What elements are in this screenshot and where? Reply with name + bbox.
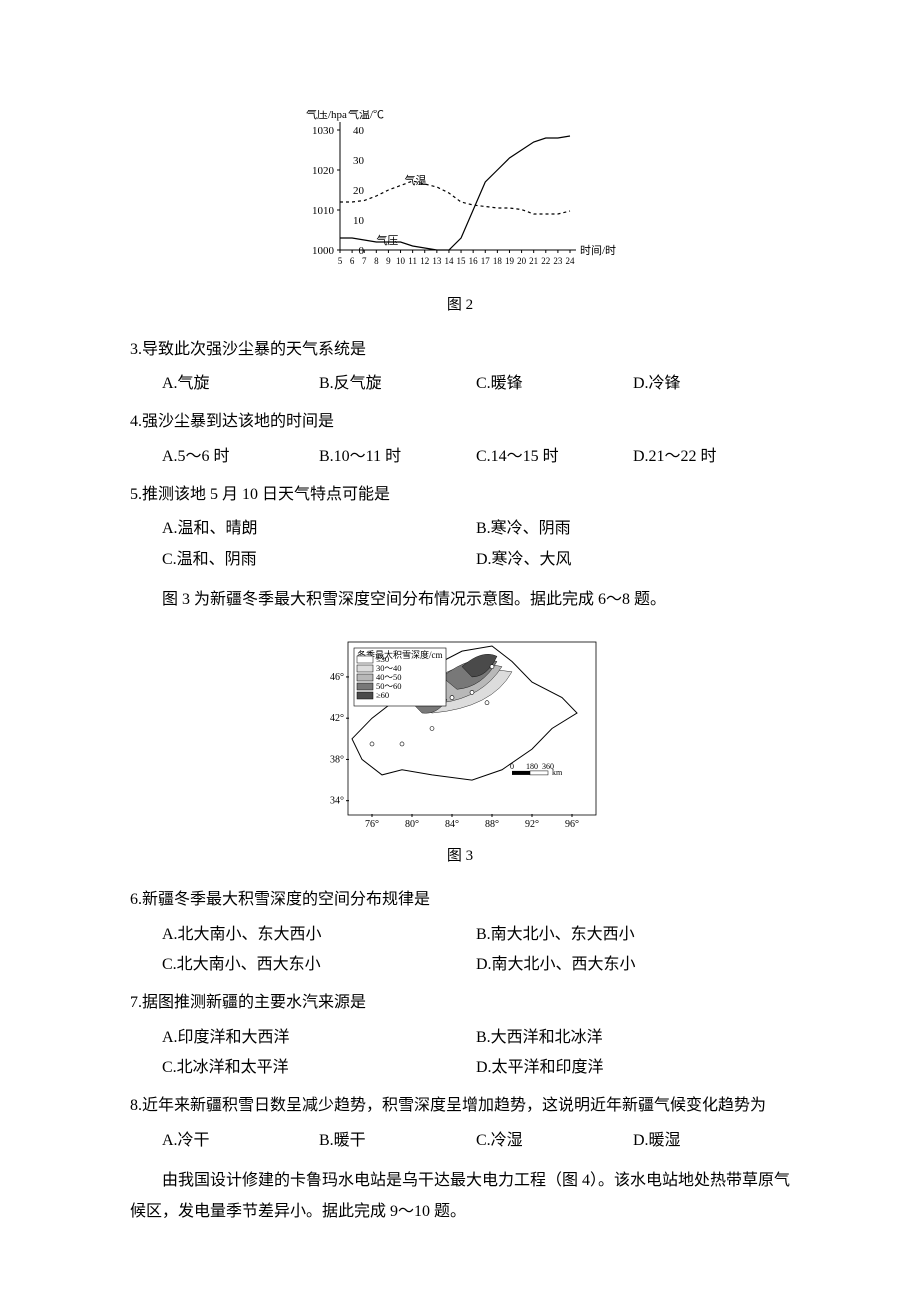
q4-option-a: A.5～6 时 — [162, 442, 319, 472]
svg-text:20: 20 — [517, 256, 527, 266]
svg-text:24: 24 — [566, 256, 576, 266]
svg-text:1020: 1020 — [312, 165, 335, 177]
q5-option-a: A.温和、晴朗 — [162, 514, 476, 544]
figure-2: 1000101010201030010203040气压/hpa气温/℃时间/时5… — [130, 110, 790, 320]
svg-text:92°: 92° — [525, 819, 539, 830]
svg-text:1000: 1000 — [312, 245, 335, 257]
svg-text:40: 40 — [353, 125, 365, 137]
svg-text:80°: 80° — [405, 819, 419, 830]
svg-text:6: 6 — [350, 256, 355, 266]
q3-option-a: A.气旋 — [162, 369, 319, 399]
q4-option-b: B.10～11 时 — [319, 442, 476, 472]
svg-text:38°: 38° — [330, 754, 344, 765]
svg-text:1010: 1010 — [312, 205, 335, 217]
figure-4-intro: 由我国设计修建的卡鲁玛水电站是乌干达最大电力工程（图 4）。该水电站地处热带草原… — [130, 1166, 790, 1227]
svg-text:15: 15 — [457, 256, 467, 266]
svg-text:17: 17 — [481, 256, 491, 266]
q7-option-a: A.印度洋和大西洋 — [162, 1023, 476, 1053]
q8-option-c: C.冷湿 — [476, 1126, 633, 1156]
svg-text:20: 20 — [353, 185, 365, 197]
svg-text:18: 18 — [493, 256, 503, 266]
svg-text:时间/时: 时间/时 — [580, 244, 616, 257]
figure-2-caption: 图 2 — [447, 291, 473, 320]
svg-text:88°: 88° — [485, 819, 499, 830]
svg-text:16: 16 — [469, 256, 479, 266]
svg-text:1030: 1030 — [312, 125, 335, 137]
q6-option-c: C.北大南小、西大东小 — [162, 950, 476, 980]
svg-text:9: 9 — [386, 256, 391, 266]
question-8-stem: 8.近年来新疆积雪日数呈减少趋势，积雪深度呈增加趋势，这说明近年新疆气候变化趋势… — [130, 1091, 790, 1121]
q7-option-c: C.北冰洋和太平洋 — [162, 1053, 476, 1083]
svg-text:12: 12 — [420, 256, 429, 266]
svg-text:气压: 气压 — [376, 233, 398, 247]
figure-3-caption: 图 3 — [447, 842, 473, 871]
svg-text:气压/hpa: 气压/hpa — [306, 110, 347, 121]
svg-text:8: 8 — [374, 256, 379, 266]
q8-option-b: B.暖干 — [319, 1126, 476, 1156]
figure-3-intro: 图 3 为新疆冬季最大积雪深度空间分布情况示意图。据此完成 6～8 题。 — [130, 585, 790, 615]
q6-option-d: D.南大北小、西大东小 — [476, 950, 790, 980]
q8-option-d: D.暖湿 — [633, 1126, 790, 1156]
figure-3: 34°38°42°46°76°80°84°88°92°96°冬季最大积雪深度/c… — [130, 626, 790, 871]
q5-option-c: C.温和、阴雨 — [162, 545, 476, 575]
svg-text:19: 19 — [505, 256, 515, 266]
svg-text:km: km — [552, 768, 563, 777]
q5-option-b: B.寒冷、阴雨 — [476, 514, 790, 544]
question-4-stem: 4.强沙尘暴到达该地的时间是 — [130, 407, 790, 437]
svg-text:7: 7 — [362, 256, 367, 266]
question-3-options: A.气旋 B.反气旋 C.暖锋 D.冷锋 — [130, 369, 790, 399]
q6-option-a: A.北大南小、东大西小 — [162, 920, 476, 950]
svg-text:5: 5 — [338, 256, 343, 266]
q3-option-d: D.冷锋 — [633, 369, 790, 399]
svg-text:96°: 96° — [565, 819, 579, 830]
question-7-options: A.印度洋和大西洋 B.大西洋和北冰洋 C.北冰洋和太平洋 D.太平洋和印度洋 — [130, 1023, 790, 1084]
q4-option-d: D.21～22 时 — [633, 442, 790, 472]
question-6-stem: 6.新疆冬季最大积雪深度的空间分布规律是 — [130, 885, 790, 915]
q3-option-b: B.反气旋 — [319, 369, 476, 399]
q7-option-b: B.大西洋和北冰洋 — [476, 1023, 790, 1053]
svg-text:13: 13 — [432, 256, 442, 266]
svg-text:76°: 76° — [365, 819, 379, 830]
q6-option-b: B.南大北小、东大西小 — [476, 920, 790, 950]
question-5-stem: 5.推测该地 5 月 10 日天气特点可能是 — [130, 480, 790, 510]
question-6-options: A.北大南小、东大西小 B.南大北小、东大西小 C.北大南小、西大东小 D.南大… — [130, 920, 790, 981]
q4-option-c: C.14～15 时 — [476, 442, 633, 472]
svg-text:11: 11 — [408, 256, 417, 266]
svg-text:0: 0 — [510, 762, 514, 771]
figure-3-map: 34°38°42°46°76°80°84°88°92°96°冬季最大积雪深度/c… — [310, 626, 610, 836]
question-7-stem: 7.据图推测新疆的主要水汽来源是 — [130, 988, 790, 1018]
svg-text:14: 14 — [444, 256, 454, 266]
svg-text:180: 180 — [526, 762, 538, 771]
figure-2-chart: 1000101010201030010203040气压/hpa气温/℃时间/时5… — [290, 110, 630, 285]
svg-text:21: 21 — [529, 256, 538, 266]
question-3-stem: 3.导致此次强沙尘暴的天气系统是 — [130, 335, 790, 365]
svg-text:30: 30 — [353, 155, 365, 167]
svg-text:42°: 42° — [330, 713, 344, 724]
svg-text:10: 10 — [353, 215, 365, 227]
question-8-options: A.冷干 B.暖干 C.冷湿 D.暖湿 — [130, 1126, 790, 1156]
svg-text:34°: 34° — [330, 795, 344, 806]
question-4-options: A.5～6 时 B.10～11 时 C.14～15 时 D.21～22 时 — [130, 442, 790, 472]
svg-text:84°: 84° — [445, 819, 459, 830]
svg-text:气温/℃: 气温/℃ — [348, 110, 384, 121]
svg-text:23: 23 — [553, 256, 563, 266]
svg-text:10: 10 — [396, 256, 406, 266]
q7-option-d: D.太平洋和印度洋 — [476, 1053, 790, 1083]
svg-text:气温: 气温 — [405, 173, 427, 187]
svg-text:≥60: ≥60 — [376, 690, 389, 700]
q3-option-c: C.暖锋 — [476, 369, 633, 399]
q5-option-d: D.寒冷、大风 — [476, 545, 790, 575]
q8-option-a: A.冷干 — [162, 1126, 319, 1156]
svg-text:46°: 46° — [330, 672, 344, 683]
question-5-options: A.温和、晴朗 B.寒冷、阴雨 C.温和、阴雨 D.寒冷、大风 — [130, 514, 790, 575]
svg-text:22: 22 — [541, 256, 550, 266]
